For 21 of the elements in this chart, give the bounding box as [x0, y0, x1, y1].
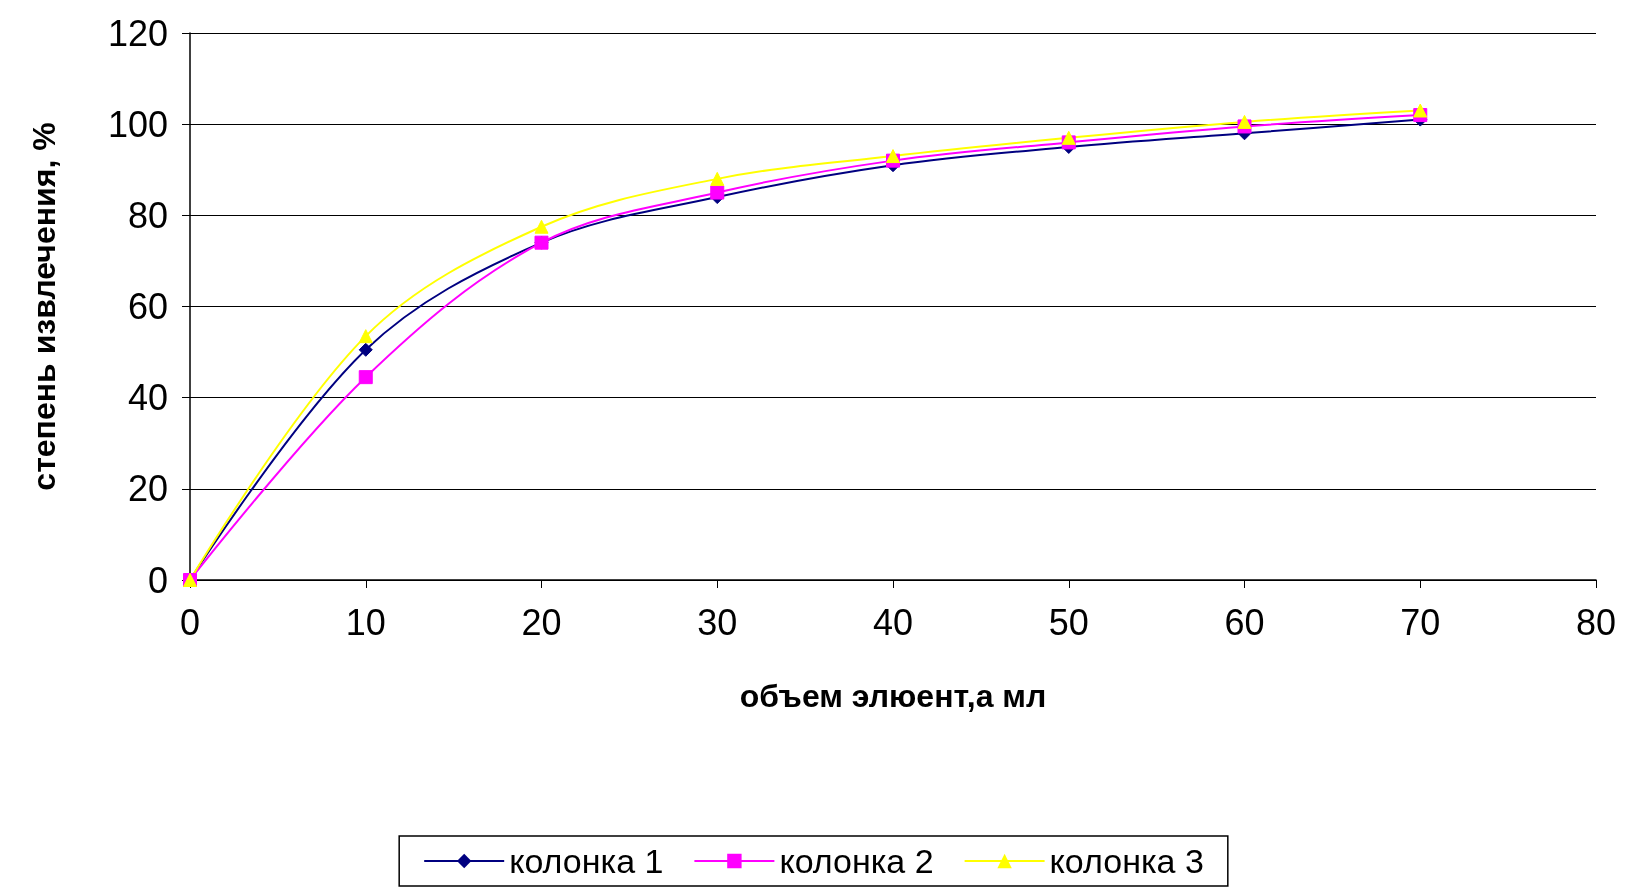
y-tick-label: 40	[127, 377, 168, 419]
x-tick-label: 20	[521, 601, 562, 643]
y-tick-label: 80	[127, 194, 168, 236]
legend-label: колонка 1	[509, 842, 664, 880]
y-axis-title: степень извлечения, %	[26, 122, 62, 491]
x-tick-label: 80	[1575, 601, 1617, 643]
x-tick-label: 50	[1048, 601, 1089, 643]
x-tick-label: 60	[1224, 601, 1265, 643]
legend-label: колонка 3	[1049, 842, 1204, 880]
x-tick-label: 10	[345, 601, 386, 643]
x-tick-label: 0	[179, 601, 201, 643]
x-tick-label: 40	[872, 601, 914, 643]
x-tick-label: 70	[1400, 601, 1441, 643]
y-tick-label: 120	[107, 12, 168, 54]
y-tick-label: 100	[107, 103, 168, 145]
y-tick-label: 0	[147, 559, 168, 601]
legend-label: колонка 2	[779, 842, 934, 880]
x-tick-label: 30	[697, 601, 738, 643]
y-tick-label: 20	[127, 468, 168, 510]
x-axis-title: объем элюент,а мл	[739, 678, 1047, 714]
y-tick-label: 60	[127, 286, 168, 327]
